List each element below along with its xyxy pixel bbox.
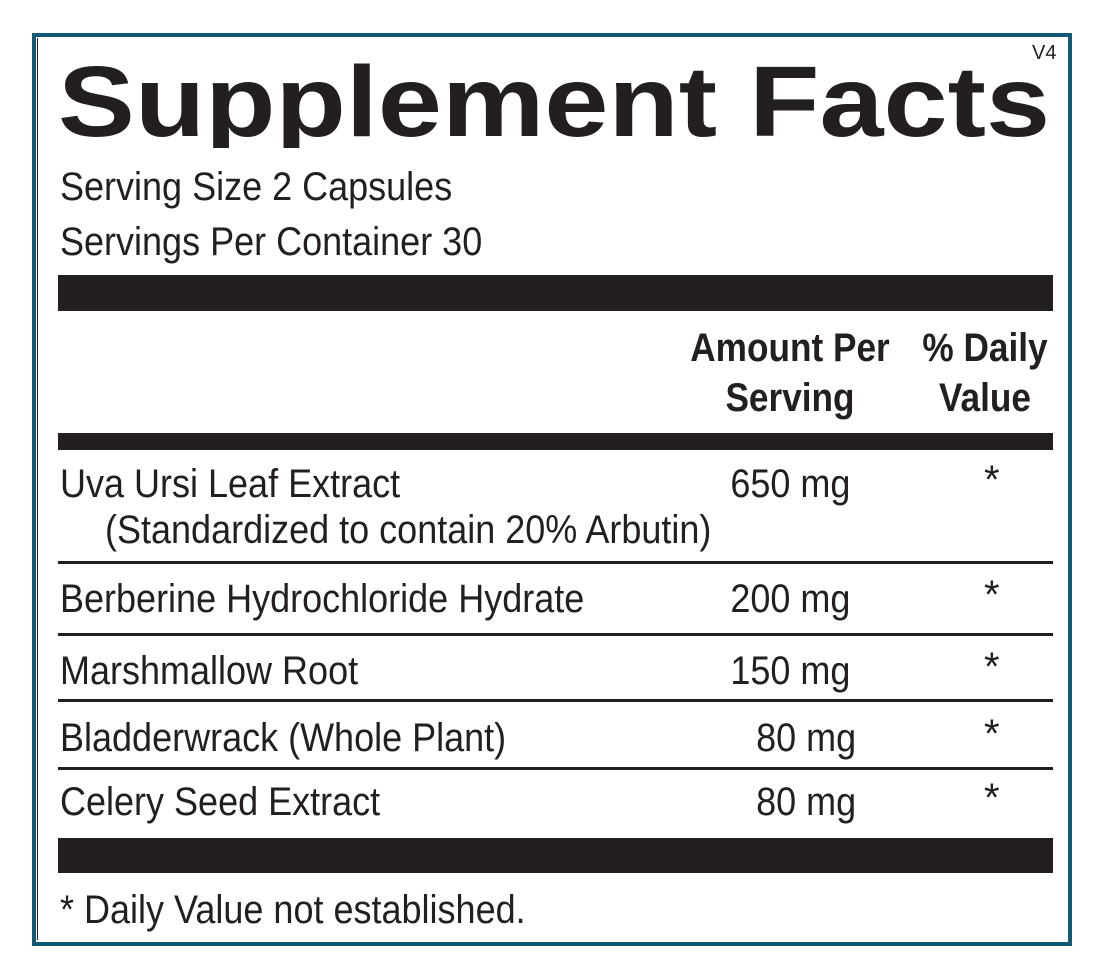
thick-bar-bottom bbox=[58, 838, 1053, 873]
ingredient-name: Celery Seed Extract bbox=[60, 780, 381, 824]
ingredient-amount: 650 mg bbox=[729, 462, 850, 506]
ingredient-dv: * bbox=[984, 645, 1000, 689]
thick-bar-top bbox=[58, 275, 1053, 311]
header-line: Serving bbox=[725, 376, 855, 420]
ingredient-amount: 200 mg bbox=[729, 577, 850, 621]
title-svg: Supplement Facts bbox=[58, 48, 1050, 148]
header-line: Value bbox=[939, 376, 1031, 420]
ingredient-name: Berberine Hydrochloride Hydrate bbox=[60, 577, 585, 621]
row-divider bbox=[58, 633, 1053, 636]
ingredient-amount: 80 mg bbox=[755, 780, 856, 824]
ingredient-note: (Standardized to contain 20% Arbutin) bbox=[105, 508, 712, 552]
ingredient-dv: * bbox=[984, 458, 1000, 502]
row-divider bbox=[58, 767, 1053, 770]
thick-bar-header bbox=[58, 433, 1053, 450]
ingredient-dv: * bbox=[984, 712, 1000, 756]
amount-per-serving-header: Amount Per Serving bbox=[684, 323, 895, 423]
row-divider bbox=[58, 561, 1053, 564]
footnote: * Daily Value not established. bbox=[60, 888, 526, 932]
version-label: V4 bbox=[1032, 42, 1057, 64]
header-line: Amount Per bbox=[690, 326, 890, 370]
ingredient-amount: 80 mg bbox=[755, 716, 856, 760]
ingredient-amount: 150 mg bbox=[729, 649, 850, 693]
daily-value-header: % Daily Value bbox=[906, 323, 1064, 423]
ingredient-name: Uva Ursi Leaf Extract bbox=[60, 462, 401, 506]
label-border bbox=[32, 33, 1072, 946]
ingredient-name: Marshmallow Root bbox=[60, 649, 359, 693]
ingredient-dv: * bbox=[984, 776, 1000, 820]
row-divider bbox=[58, 699, 1053, 702]
serving-size: Serving Size 2 Capsules bbox=[60, 165, 453, 209]
header-line: % Daily bbox=[922, 326, 1048, 370]
ingredient-name: Bladderwrack (Whole Plant) bbox=[60, 716, 507, 760]
page-title: Supplement Facts bbox=[58, 48, 1050, 148]
ingredient-dv: * bbox=[984, 573, 1000, 617]
inner-border-line bbox=[37, 38, 38, 940]
servings-per-container: Servings Per Container 30 bbox=[60, 220, 483, 264]
